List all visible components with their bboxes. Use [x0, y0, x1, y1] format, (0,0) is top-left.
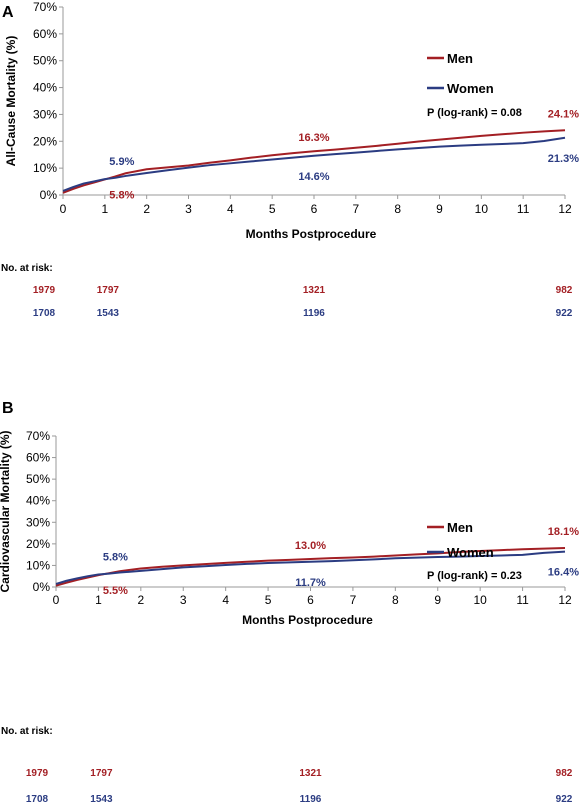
at-risk-women-value: 1196: [303, 308, 325, 319]
legend-label-men: Men: [447, 520, 473, 535]
x-tick-label: 9: [434, 593, 441, 607]
x-tick-label: 11: [517, 202, 530, 216]
x-tick-label: 3: [185, 202, 192, 216]
pvalue-label: P (log-rank) = 0.23: [427, 570, 522, 582]
x-tick-label: 1: [101, 202, 108, 216]
pvalue-label: P (log-rank) = 0.08: [427, 107, 522, 119]
x-tick-label: 2: [137, 593, 144, 607]
x-tick-label: 7: [350, 593, 357, 607]
x-tick-label: 10: [475, 202, 489, 216]
series-line-women: [62, 136, 566, 192]
data-label-men: 5.8%: [109, 189, 134, 201]
y-tick-label: 20%: [26, 537, 50, 551]
y-tick-label: 20%: [33, 134, 57, 148]
legend-label-women: Women: [447, 81, 494, 96]
data-label-men: 5.5%: [103, 585, 128, 597]
at-risk-men-value: 982: [556, 768, 573, 779]
series-line-women: [55, 550, 566, 585]
y-tick-label: 0%: [33, 580, 51, 594]
y-tick-label: 70%: [33, 0, 57, 14]
y-tick-label: 30%: [26, 515, 50, 529]
data-label-men: 16.3%: [298, 132, 329, 144]
x-tick-label: 6: [307, 593, 314, 607]
y-tick-label: 30%: [33, 107, 57, 121]
x-axis-label: Months Postprocedure: [246, 227, 377, 241]
at-risk-label: No. at risk:: [1, 263, 53, 274]
x-tick-label: 11: [516, 593, 529, 607]
legend-label-women: Women: [447, 545, 494, 560]
x-tick-label: 4: [222, 593, 229, 607]
legend-label-men: Men: [447, 51, 473, 66]
data-label-women: 5.8%: [103, 551, 128, 563]
at-risk-men-value: 1797: [97, 285, 120, 296]
y-tick-label: 50%: [26, 472, 50, 486]
y-tick-label: 10%: [26, 558, 50, 572]
x-tick-label: 7: [352, 202, 359, 216]
y-tick-label: 60%: [26, 451, 50, 465]
y-tick-label: 10%: [33, 161, 57, 175]
y-tick-label: 0%: [40, 188, 58, 202]
y-tick-label: 50%: [33, 54, 57, 68]
chart-panel-a: A0%10%20%30%40%50%60%70%0 1 2 3 4 5 6 7 8 9 10 11 12…: [1, 0, 579, 319]
at-risk-men-value: 1321: [303, 285, 326, 296]
at-risk-men-value: 1797: [90, 768, 113, 779]
y-tick-label: 40%: [26, 494, 50, 508]
at-risk-men-value: 1979: [33, 285, 56, 296]
data-label-men: 13.0%: [295, 540, 326, 552]
y-axis-label: Cardiovascular Mortality (%): [0, 430, 12, 592]
x-tick-label: 2: [143, 202, 150, 216]
at-risk-women-value: 922: [556, 308, 573, 319]
x-tick-label: 8: [392, 593, 399, 607]
x-tick-label: 4: [227, 202, 234, 216]
data-label-women: 21.3%: [548, 153, 579, 165]
data-label-women: 14.6%: [298, 171, 329, 183]
data-label-women: 16.4%: [548, 567, 579, 579]
data-label-women: 11.7%: [295, 577, 326, 589]
data-label-men: 24.1%: [548, 108, 579, 120]
x-tick-label: 5: [265, 593, 272, 607]
x-tick-label: 1: [95, 593, 102, 607]
x-tick-label: 0: [60, 202, 67, 216]
at-risk-men-value: 982: [556, 285, 573, 296]
x-axis-label: Months Postprocedure: [242, 613, 373, 627]
data-label-women: 5.9%: [109, 156, 134, 168]
at-risk-label: No. at risk:: [1, 726, 53, 737]
panel-label: B: [2, 400, 14, 417]
y-tick-label: 70%: [26, 429, 50, 443]
at-risk-women-value: 922: [556, 794, 573, 805]
x-tick-label: 10: [473, 593, 487, 607]
at-risk-women-value: 1196: [300, 794, 322, 805]
x-tick-label: 6: [311, 202, 318, 216]
at-risk-women-value: 1708: [33, 308, 56, 319]
x-tick-label: 5: [269, 202, 276, 216]
data-label-men: 18.1%: [548, 526, 579, 538]
panel-label: A: [2, 4, 14, 21]
at-risk-women-value: 1708: [26, 794, 49, 805]
x-tick-label: 8: [394, 202, 401, 216]
y-axis-label: All-Cause Mortality (%): [4, 36, 18, 167]
chart-panel-b: B0%10%20%30%40%50%60%70%0 1 2 3 4 5 6 7 8 9 10 11 12…: [0, 400, 579, 805]
x-tick-label: 12: [558, 202, 572, 216]
x-tick-label: 3: [180, 593, 187, 607]
at-risk-men-value: 1979: [26, 768, 49, 779]
x-tick-label: 0: [53, 593, 60, 607]
at-risk-men-value: 1321: [299, 768, 322, 779]
x-tick-label: 12: [558, 593, 572, 607]
y-tick-label: 40%: [33, 81, 57, 95]
x-tick-label: 9: [436, 202, 443, 216]
at-risk-women-value: 1543: [97, 308, 120, 319]
y-tick-label: 60%: [33, 27, 57, 41]
at-risk-women-value: 1543: [90, 794, 113, 805]
